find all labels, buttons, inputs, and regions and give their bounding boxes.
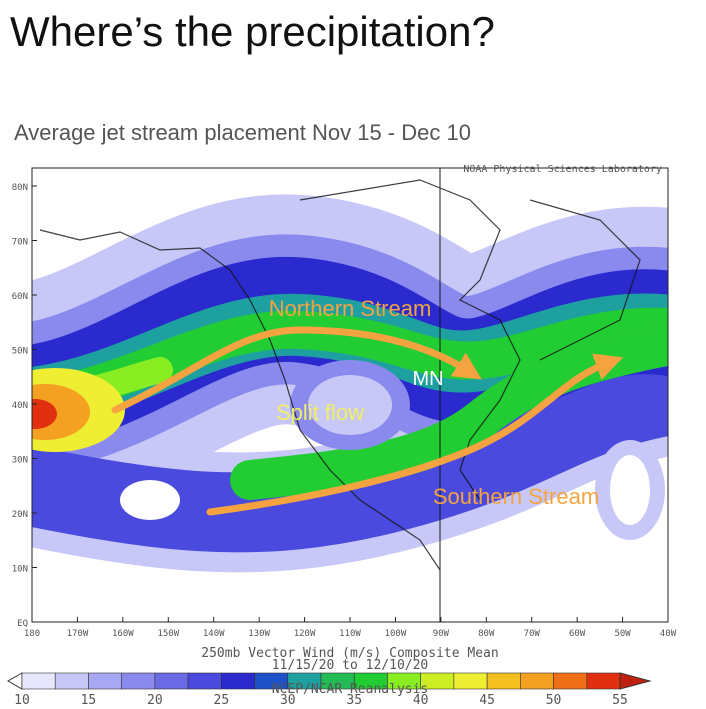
colorbar-label: 15 <box>81 693 97 708</box>
caption: NCEP/NCAR Reanalysis <box>272 682 429 697</box>
colorbar-cell <box>88 672 122 690</box>
colorbar-end <box>6 672 23 690</box>
lat-label: 60N <box>12 292 28 302</box>
colorbar-cell <box>453 672 488 690</box>
lat-label: 50N <box>12 347 28 357</box>
colorbar-end <box>619 672 652 690</box>
colorbar-cell <box>154 672 189 690</box>
colorbar-cell <box>187 672 222 690</box>
caption: 250mb Vector Wind (m/s) Composite Mean <box>201 646 498 661</box>
caption: 11/15/20 to 12/10/20 <box>272 658 429 673</box>
lon-label: 90W <box>433 629 450 639</box>
lon-label: 140W <box>203 629 225 639</box>
lon-label: 150W <box>157 629 179 639</box>
lon-label: 80W <box>478 629 495 639</box>
lon-label: 170W <box>67 629 89 639</box>
colorbar-label: 30 <box>280 693 296 708</box>
colorbar-cell <box>21 672 56 690</box>
lon-label: 180 <box>24 629 40 639</box>
colorbar-cell <box>586 672 621 690</box>
annotation: Split flow <box>276 400 364 425</box>
colorbar-label: 40 <box>413 693 429 708</box>
lat-label: 30N <box>12 456 28 466</box>
colorbar-label: 45 <box>479 693 495 708</box>
lat-label: 70N <box>12 238 28 248</box>
lon-label: 120W <box>294 629 316 639</box>
colorbar-label: 20 <box>147 693 163 708</box>
lon-label: 70W <box>524 629 541 639</box>
colorbar-label: 50 <box>546 693 562 708</box>
lon-label: 60W <box>569 629 586 639</box>
lat-label: EQ <box>17 619 28 629</box>
annotation: Southern Stream <box>433 484 599 509</box>
colorbar-cell <box>121 672 156 690</box>
lat-label: 20N <box>12 510 28 520</box>
lon-label: 160W <box>112 629 134 639</box>
map-credit: NOAA Physical Sciences Laboratory <box>463 164 662 175</box>
lon-label: 130W <box>248 629 270 639</box>
lat-label: 40N <box>12 401 28 411</box>
colorbar-label: 10 <box>14 693 30 708</box>
annotation: MN <box>412 368 443 390</box>
slide-subtitle: Average jet stream placement Nov 15 - De… <box>14 120 471 145</box>
colorbar-cell <box>221 672 255 690</box>
colorbar-label: 25 <box>214 693 230 708</box>
wind-map <box>32 168 668 622</box>
colorbar: 10 15 20 25 30 35 40 45 50 55 <box>6 672 652 708</box>
annotation: Northern Stream <box>269 296 432 321</box>
colorbar-cell <box>553 672 588 690</box>
lon-label: 40W <box>660 629 677 639</box>
lat-label: 80N <box>12 183 28 193</box>
colorbar-label: 35 <box>346 693 362 708</box>
colorbar-label: 55 <box>612 693 628 708</box>
lon-label: 110W <box>339 629 361 639</box>
colorbar-cell <box>54 672 89 690</box>
lon-label: 100W <box>385 629 407 639</box>
colorbar-cell <box>486 672 521 690</box>
slide-title: Where’s the precipitation? <box>10 8 495 55</box>
lat-label: 10N <box>12 565 28 575</box>
colorbar-cell <box>520 672 554 690</box>
lon-label: 50W <box>614 629 631 639</box>
